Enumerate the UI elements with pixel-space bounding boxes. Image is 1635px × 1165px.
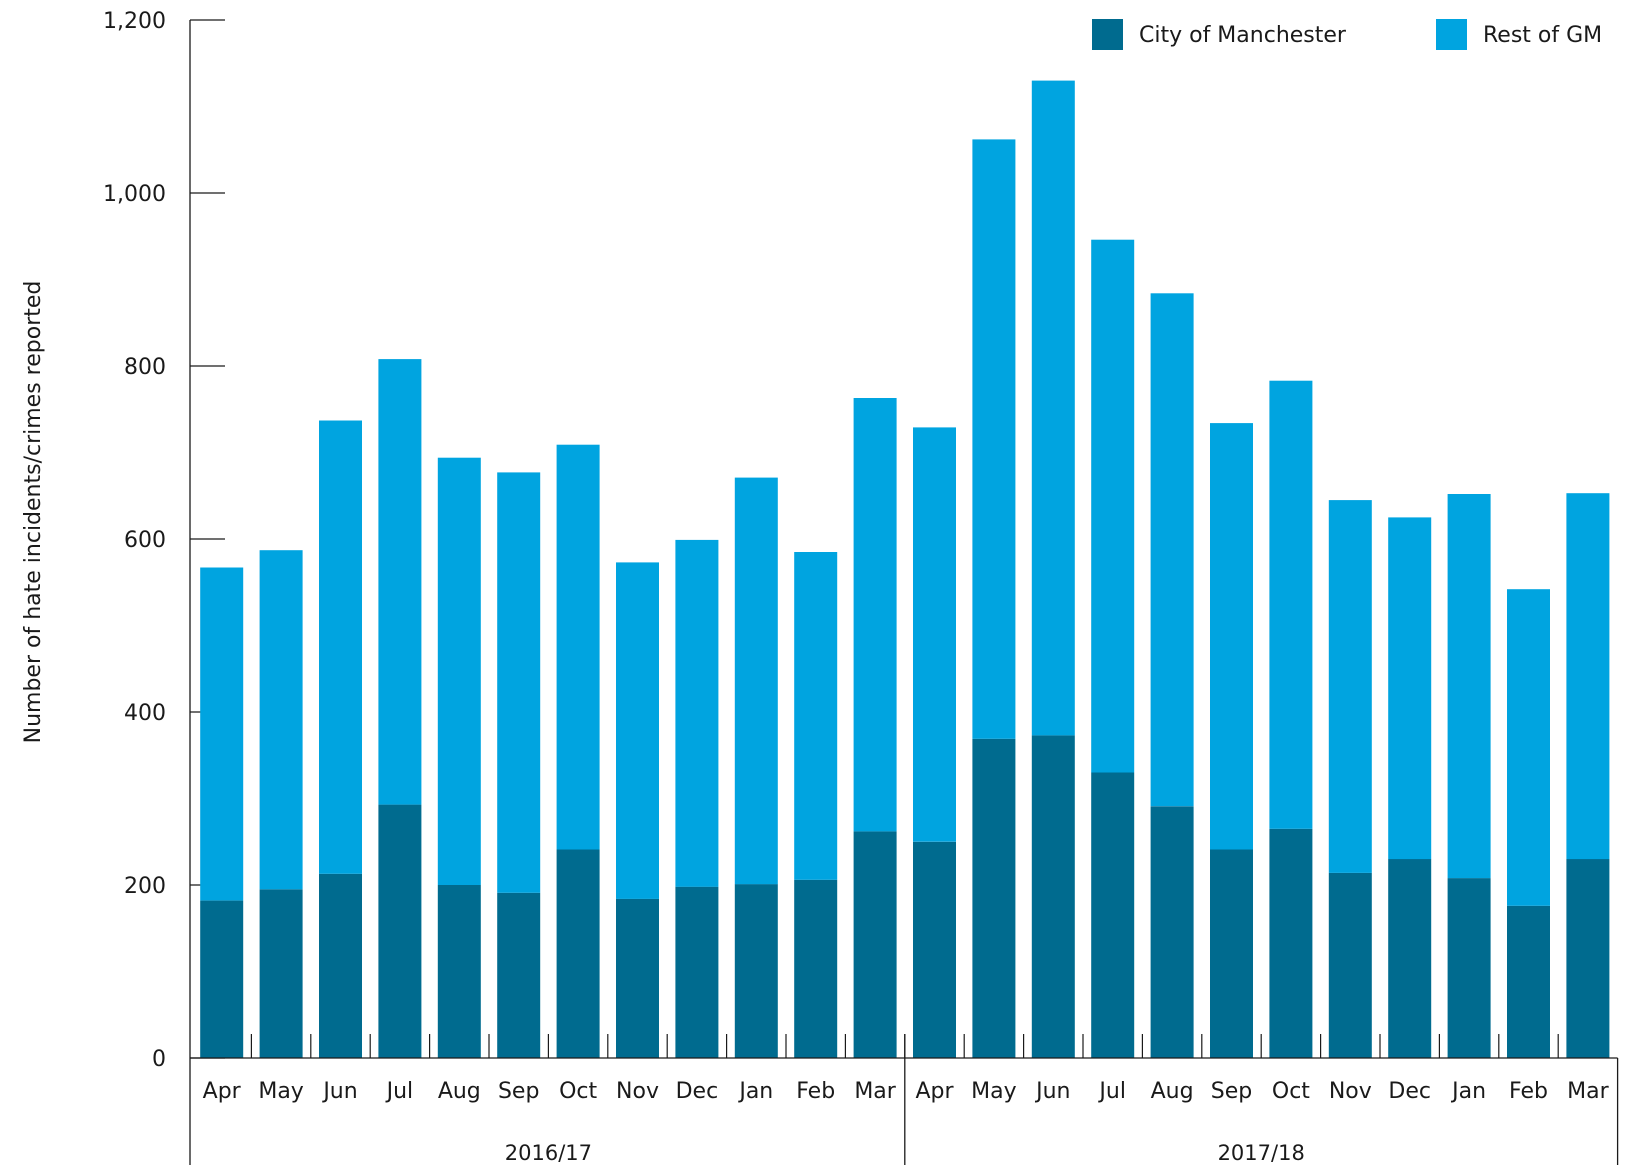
bar-rest-of-gm (259, 550, 303, 890)
x-tick-label: May (971, 1079, 1016, 1104)
x-tick-label: Sep (498, 1079, 539, 1104)
bar-city-of-manchester (1566, 859, 1610, 1058)
x-tick-label: Dec (1388, 1079, 1431, 1104)
bar-city-of-manchester (200, 900, 244, 1058)
bar-city-of-manchester (1388, 859, 1432, 1058)
y-tick-label: 0 (152, 1047, 166, 1072)
x-tick-label: Jun (1034, 1079, 1070, 1104)
y-tick-label: 1,000 (103, 182, 166, 207)
bar-rest-of-gm (734, 477, 778, 885)
x-tick-label: Jul (1097, 1079, 1126, 1104)
bar-rest-of-gm (556, 444, 600, 850)
legend-swatch-city-of-manchester (1092, 19, 1123, 50)
y-tick-label: 200 (124, 874, 166, 899)
x-tick-label: Oct (1272, 1079, 1310, 1104)
bar-rest-of-gm (794, 552, 838, 880)
x-tick-label: Feb (796, 1079, 835, 1104)
legend-label-city-of-manchester: City of Manchester (1139, 23, 1347, 48)
bar-rest-of-gm (913, 427, 956, 842)
bar-rest-of-gm (1566, 493, 1610, 860)
bar-city-of-manchester (378, 804, 422, 1058)
bar-rest-of-gm (972, 139, 1016, 739)
legend: City of Manchester Rest of GM (1092, 19, 1602, 50)
bar-city-of-manchester (972, 738, 1016, 1058)
bar-rest-of-gm (1091, 239, 1135, 773)
bar-rest-of-gm (1210, 423, 1253, 850)
bar-city-of-manchester (319, 873, 362, 1058)
y-tick-label: 800 (124, 355, 166, 380)
bar-rest-of-gm (1388, 517, 1432, 860)
bar-city-of-manchester (1210, 849, 1253, 1058)
bar-rest-of-gm (616, 562, 659, 899)
bar-city-of-manchester (1091, 772, 1135, 1058)
bar-rest-of-gm (853, 398, 897, 832)
bar-city-of-manchester (853, 831, 897, 1058)
bar-rest-of-gm (497, 472, 541, 893)
y-tick-label: 600 (124, 528, 166, 553)
bar-rest-of-gm (1031, 80, 1075, 736)
bar-rest-of-gm (1269, 380, 1313, 829)
y-axis-title-group: Number of hate incidents/crimes reported (21, 281, 46, 744)
y-tick-label: 1,200 (103, 9, 166, 34)
x-tick-label: May (258, 1079, 303, 1104)
bar-city-of-manchester (1447, 878, 1491, 1058)
x-tick-label: Aug (438, 1079, 481, 1104)
bar-city-of-manchester (616, 898, 659, 1058)
bar-rest-of-gm (1328, 500, 1372, 873)
x-tick-label: Jan (737, 1079, 773, 1104)
bar-rest-of-gm (675, 539, 719, 887)
x-tick-label: Jan (1450, 1079, 1486, 1104)
x-tick-label: Mar (1567, 1079, 1609, 1104)
bar-city-of-manchester (1328, 872, 1372, 1058)
bar-rest-of-gm (1507, 589, 1550, 906)
x-tick-label: Sep (1211, 1079, 1252, 1104)
x-group-label: 2016/17 (505, 1141, 592, 1165)
legend-label-rest-of-gm: Rest of GM (1483, 23, 1602, 48)
x-tick-label: Oct (559, 1079, 597, 1104)
bar-rest-of-gm (1447, 494, 1491, 879)
x-tick-label: Jul (385, 1079, 414, 1104)
x-axis: Apr May Jun Jul Aug Sep Oct Nov Dec Jan Feb Mar Apr M… (190, 1034, 1619, 1165)
x-tick-label: Feb (1509, 1079, 1548, 1104)
x-tick-label: Aug (1151, 1079, 1194, 1104)
x-tick-label: Nov (616, 1079, 659, 1104)
bar-rest-of-gm (437, 457, 481, 885)
bar-city-of-manchester (1269, 828, 1313, 1058)
bars (200, 80, 1610, 1059)
bar-city-of-manchester (437, 885, 481, 1058)
x-tick-label: Apr (203, 1079, 242, 1104)
x-tick-label: Mar (854, 1079, 896, 1104)
y-axis-title: Number of hate incidents/crimes reported (21, 281, 46, 744)
bar-city-of-manchester (1150, 806, 1194, 1058)
bar-rest-of-gm (378, 359, 422, 805)
x-tick-label: Dec (676, 1079, 719, 1104)
y-tick-label: 400 (124, 701, 166, 726)
bar-city-of-manchester (556, 849, 600, 1058)
bar-city-of-manchester (675, 886, 719, 1058)
bar-city-of-manchester (1031, 735, 1075, 1058)
x-group-label: 2017/18 (1218, 1141, 1305, 1165)
bar-rest-of-gm (1150, 293, 1194, 807)
bar-rest-of-gm (200, 567, 244, 901)
bar-rest-of-gm (319, 420, 362, 874)
bar-city-of-manchester (913, 841, 956, 1059)
legend-swatch-rest-of-gm (1436, 19, 1467, 50)
bar-city-of-manchester (794, 879, 838, 1058)
x-tick-label: Jun (321, 1079, 357, 1104)
y-axis: 0 200 400 600 800 1,000 1,200 (103, 9, 225, 1165)
bar-city-of-manchester (259, 889, 303, 1058)
bar-city-of-manchester (497, 892, 541, 1058)
x-tick-label: Nov (1329, 1079, 1372, 1104)
x-tick-label: Apr (915, 1079, 954, 1104)
bar-city-of-manchester (1507, 905, 1550, 1058)
bar-city-of-manchester (734, 884, 778, 1058)
